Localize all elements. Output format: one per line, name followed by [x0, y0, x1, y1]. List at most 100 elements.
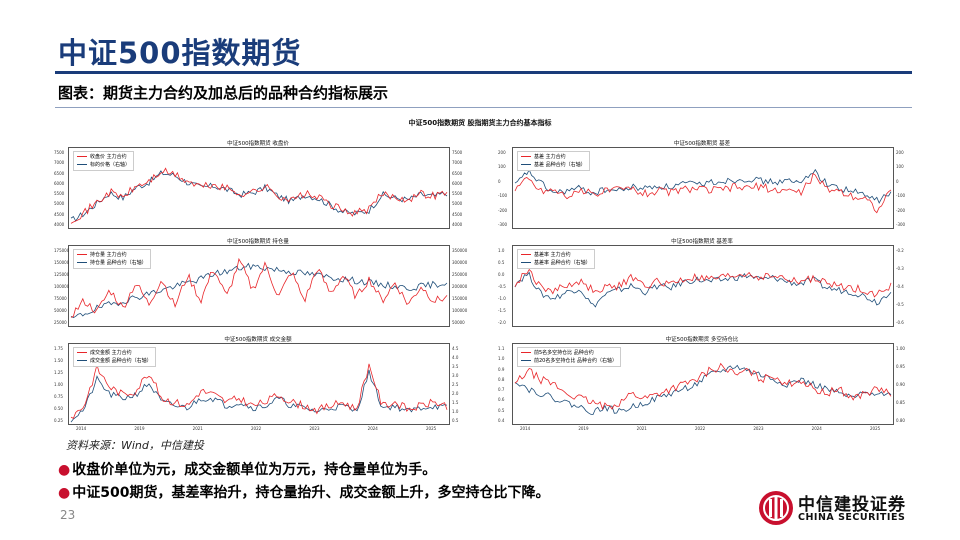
- y-tick-right: 6500: [452, 170, 463, 176]
- legend-entry: 基差率 主力合约: [521, 251, 591, 259]
- x-tick: 2024: [811, 426, 822, 431]
- y-tick-left: 0.25: [54, 418, 63, 423]
- x-tick: 2019: [134, 426, 145, 431]
- y-tick-right: -0.2: [896, 248, 904, 253]
- legend-label: 收盘价 主力合约: [90, 154, 127, 160]
- y-tick-left: -300: [498, 222, 508, 227]
- y-tick-left: 7500: [54, 150, 65, 155]
- y-tick-left: -1.0: [498, 296, 506, 301]
- logo-text-en: CHINA SECURITIES: [798, 512, 906, 523]
- chart-plot-4: [514, 268, 892, 308]
- y-tick-left: 0.50: [54, 406, 63, 411]
- x-tick: 2021: [636, 426, 647, 431]
- legend-label: 成交金额 主力合约: [90, 350, 132, 356]
- y-tick-right: 0.95: [896, 364, 905, 369]
- y-tick-right: -100: [896, 193, 906, 199]
- logo-mark-icon: [759, 491, 793, 525]
- chart-plot-1: [70, 167, 448, 224]
- y-tick-left: 125000: [54, 272, 70, 277]
- figure-caption: 图表：期货主力合约及加总后的品种合约指标展示: [58, 84, 389, 102]
- legend-entry: 收盘价 主力合约: [77, 153, 130, 161]
- y-tick-right: 300000: [452, 260, 468, 265]
- chart-panel-1: 收盘价 主力合约 标的价格（右轴）: [68, 147, 450, 229]
- y-tick-right: 3.5: [452, 364, 459, 369]
- y-tick-left: 75000: [54, 296, 67, 301]
- y-tick-right: 2.0: [452, 391, 459, 396]
- legend-entry: 持仓量 主力合约: [77, 251, 147, 259]
- legend-swatch: [521, 261, 531, 264]
- series-red-line: [70, 167, 448, 224]
- y-tick-right: 6000: [452, 180, 463, 186]
- bullet-2: ● 中证500期货，基差率抬升，持仓量抬升、成交金额上升，多空持仓比下降。: [58, 482, 549, 502]
- chart-legend: 持仓量 主力合约持仓量 品种合约（右轴）: [73, 249, 151, 269]
- bullet-1-text: 收盘价单位为元，成交金额单位为万元，持仓量单位为手。: [72, 462, 437, 478]
- source-note: 资料来源：Wind，中信建投: [66, 439, 204, 452]
- legend-entry: 基差率 品种合约（右轴）: [521, 259, 591, 267]
- y-tick-left: 5500: [54, 191, 65, 197]
- legend-label: 基差 主力合约: [534, 154, 566, 160]
- y-tick-right: 4.5: [452, 346, 459, 351]
- y-tick-left: 1.75: [54, 346, 63, 351]
- chart-panel-3: 持仓量 主力合约持仓量 品种合约（右轴）: [68, 245, 450, 327]
- legend-entry: 持仓量 品种合约（右轴）: [77, 259, 147, 267]
- series-navy-line: [514, 271, 892, 308]
- y-tick-left: 1.1: [498, 346, 505, 351]
- y-tick-right: 0.80: [896, 418, 905, 423]
- y-tick-right: -0.5: [896, 302, 904, 307]
- y-tick-left: 0.5: [498, 407, 505, 413]
- company-logo: 中信建投证券 CHINA SECURITIES: [758, 488, 918, 528]
- y-tick-right: 1.0: [452, 409, 459, 414]
- y-tick-left: 1.25: [54, 370, 63, 375]
- legend-entry: 标的价格（右轴）: [77, 161, 130, 169]
- y-tick-left: 0.8: [498, 376, 505, 382]
- y-tick-right: 350000: [452, 248, 468, 253]
- legend-entry: 基差 主力合约: [521, 153, 586, 161]
- chart-legend: 基差率 主力合约 基差率 品种合约（右轴）: [517, 249, 595, 269]
- y-tick-left: 5000: [54, 201, 65, 207]
- chart-plot-2: [514, 168, 892, 214]
- y-tick-right: 50000: [452, 320, 465, 325]
- y-tick-left: 1.0: [498, 356, 505, 362]
- y-tick-left: 25000: [54, 320, 67, 325]
- y-tick-right: 1.00: [896, 346, 905, 351]
- legend-swatch: [521, 253, 531, 256]
- y-tick-left: -1.5: [498, 308, 506, 313]
- y-tick-right: 0.85: [896, 400, 905, 405]
- chart-title-6: 中证500指数期货 多空持仓比: [665, 337, 739, 343]
- chart-title-4: 中证500指数期货 基差率: [671, 239, 733, 245]
- caption-divider: [55, 107, 912, 108]
- logo-text-cn: 中信建投证券: [798, 495, 906, 515]
- legend-swatch: [77, 261, 87, 264]
- chart-plot-5: [70, 363, 448, 423]
- series-red-line: [514, 172, 892, 214]
- y-tick-left: 1.0: [498, 248, 505, 253]
- page-number: 23: [60, 508, 76, 522]
- y-tick-right: 3.0: [452, 373, 459, 378]
- y-tick-left: 4500: [54, 211, 65, 217]
- y-tick-right: 7500: [452, 150, 463, 155]
- series-navy-line: [514, 168, 892, 204]
- legend-entry: 基差 品种合约（右轴）: [521, 161, 586, 169]
- legend-label: 持仓量 品种合约（右轴）: [90, 260, 147, 266]
- y-tick-right: 5500: [452, 191, 463, 197]
- y-tick-right: 100: [896, 164, 904, 170]
- chart-plot-3: [70, 257, 448, 319]
- series-red-line: [514, 362, 892, 411]
- x-tick: 2023: [753, 426, 764, 431]
- x-tick: 2025: [870, 426, 881, 431]
- y-tick-left: 1.00: [54, 382, 63, 387]
- bullet-1: ● 收盘价单位为元，成交金额单位为万元，持仓量单位为手。: [58, 459, 436, 479]
- legend-swatch: [77, 351, 87, 354]
- legend-entry: 成交金额 主力合约: [77, 349, 152, 357]
- y-tick-left: -2.0: [498, 320, 506, 325]
- chart-legend: 前5名多空持仓比 品种合约 前20名多空持仓比 品种合约（右轴）: [517, 347, 621, 367]
- legend-label: 持仓量 主力合约: [90, 252, 127, 258]
- y-tick-right: 2.5: [452, 382, 459, 387]
- chart-figure: 中证500指数期货 股指期货主力合约基本指标 中证500指数期货 收盘价 收盘价 …: [50, 116, 910, 434]
- legend-swatch: [77, 359, 87, 362]
- y-tick-left: 50000: [54, 308, 67, 313]
- title-divider: [55, 71, 912, 74]
- y-tick-left: 0.75: [54, 394, 63, 399]
- x-tick: 2014: [520, 426, 531, 431]
- legend-swatch: [521, 163, 531, 166]
